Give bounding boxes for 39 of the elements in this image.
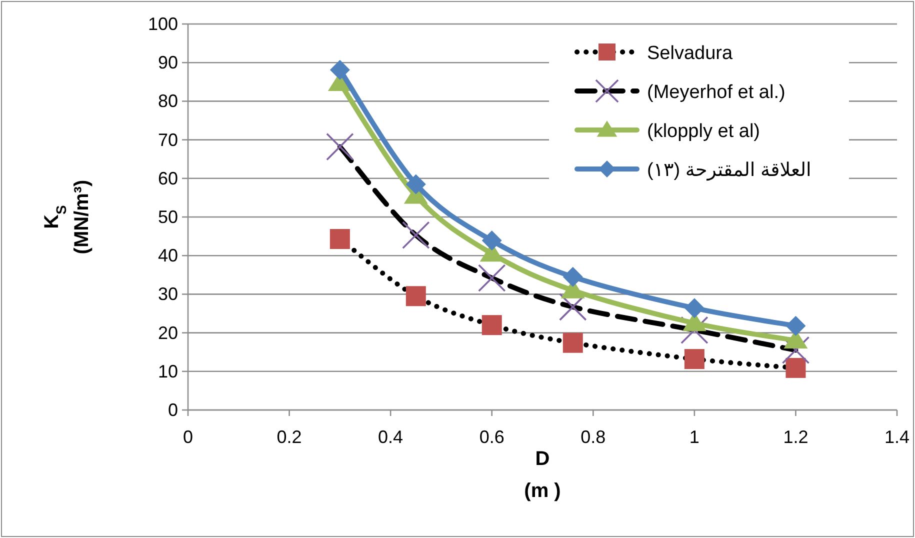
y-tick-label: 70 xyxy=(158,130,178,150)
y-tick-label: 40 xyxy=(158,246,178,266)
point xyxy=(330,229,350,249)
point xyxy=(330,60,350,80)
x-tick-label: 0.2 xyxy=(276,427,302,447)
point xyxy=(478,264,506,292)
point xyxy=(786,358,806,378)
x-tick-label: 1.2 xyxy=(783,427,808,447)
point xyxy=(482,230,502,251)
point xyxy=(402,221,430,250)
point xyxy=(562,266,583,287)
point xyxy=(786,316,806,336)
y-tick-label: 10 xyxy=(158,361,178,382)
point xyxy=(684,298,704,318)
legend-label: العلاقة المقترحة (١٣) xyxy=(647,160,812,181)
x-tick-label: 0.6 xyxy=(479,427,504,447)
y-tick-label: 0 xyxy=(168,400,178,420)
y-tick-label: 90 xyxy=(158,52,178,73)
y-tick-label: 100 xyxy=(148,14,178,34)
legend-label: (klopply et al) xyxy=(647,121,760,142)
y-tick-label: 80 xyxy=(158,91,178,112)
y-tick-label: 50 xyxy=(158,207,178,227)
point xyxy=(684,349,704,370)
y-tick-label: 20 xyxy=(158,322,178,343)
x-axis-title: D (m ) xyxy=(524,448,561,502)
legend-label: Selvadura xyxy=(647,43,733,64)
legend-label: (Meyerhof et al.) xyxy=(647,82,786,103)
point xyxy=(482,315,502,336)
point xyxy=(562,332,583,353)
x-tick-label: 1 xyxy=(689,427,700,447)
point xyxy=(406,286,426,306)
y-tick-label: 30 xyxy=(158,284,178,304)
x-tick-label: 0.4 xyxy=(378,427,404,447)
y-tick-label: 60 xyxy=(158,168,178,188)
point xyxy=(406,174,426,194)
point xyxy=(326,132,354,161)
x-tick-label: 0.8 xyxy=(580,427,606,447)
x-tick-label: 1.4 xyxy=(884,427,910,447)
x-tick-label: 0 xyxy=(182,427,194,447)
